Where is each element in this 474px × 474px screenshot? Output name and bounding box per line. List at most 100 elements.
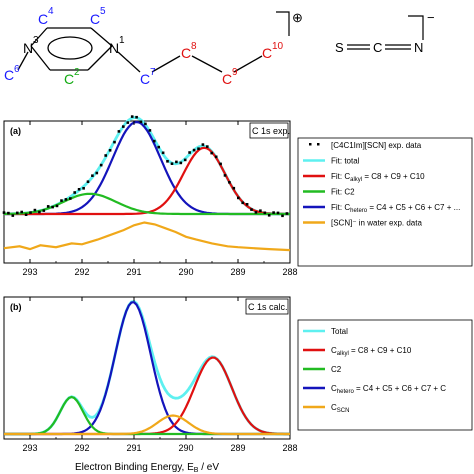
exp-data-point <box>130 115 134 118</box>
exp-data-point <box>73 191 76 194</box>
panel-b-label: (b) <box>10 302 22 312</box>
exp-data-point <box>42 209 46 212</box>
exp-data-point <box>95 171 99 175</box>
molecule-structure: C 4 C 5 N 3 N 1 C 2 C 6 C 7 C 8 <box>4 6 435 87</box>
svg-text:7: 7 <box>150 67 156 78</box>
x-tick-label: 291 <box>126 267 141 277</box>
panel-a-x-ticks: 293 292 291 290 289 288 <box>3 121 298 277</box>
series-line-cscn <box>4 414 290 436</box>
exp-data-point <box>11 214 15 217</box>
exp-data-point <box>60 199 63 202</box>
svg-text:N: N <box>109 40 119 56</box>
exp-data-point <box>228 181 231 184</box>
exp-data-point <box>7 211 10 215</box>
exp-data-point <box>197 147 200 150</box>
legend-label-alkyl: Fit: Calkyl = C8 + C9 + C10 <box>331 172 425 183</box>
x-tick-label: 293 <box>22 443 37 453</box>
x-tick-label: 291 <box>126 443 141 453</box>
exp-data-point <box>104 154 107 157</box>
exp-data-point <box>113 140 116 144</box>
exp-data-point <box>188 151 191 154</box>
svg-text:C: C <box>4 67 14 83</box>
exp-data-point <box>179 161 183 165</box>
svg-text:4: 4 <box>48 6 54 17</box>
atom-c5: C 5 <box>90 6 106 27</box>
exp-data-point <box>161 151 165 155</box>
svg-text:2: 2 <box>74 67 80 78</box>
imidazolium-ring <box>17 27 263 73</box>
exp-data-point <box>232 186 236 190</box>
svg-text:C: C <box>181 45 191 61</box>
svg-text:10: 10 <box>272 41 284 52</box>
x-tick-label: 290 <box>178 443 193 453</box>
anion-bracket <box>408 15 424 40</box>
exp-data-point <box>223 174 227 177</box>
svg-text:6: 6 <box>14 64 20 75</box>
series-line-water <box>3 221 291 252</box>
svg-text:C: C <box>90 11 100 27</box>
x-tick-label: 288 <box>282 443 297 453</box>
x-axis-label: Electron Binding Energy, EB / eV <box>75 462 219 474</box>
exp-data-point <box>285 212 289 215</box>
atom-c2: C 2 <box>64 67 80 87</box>
panel-b-x-ticks: 293 292 291 290 289 288 <box>3 297 298 453</box>
exp-data-point <box>51 205 54 209</box>
x-tick-label: 292 <box>74 443 89 453</box>
exp-data-point <box>46 205 50 208</box>
exp-data-point <box>20 210 23 214</box>
atom-c9: C 9 <box>222 67 238 87</box>
panel-a-curves <box>2 115 291 252</box>
x-tick-label: 289 <box>230 267 245 277</box>
exp-data-point <box>263 211 267 215</box>
panel-b-title: C 1s calc. <box>248 302 288 312</box>
exp-data-point <box>144 122 147 126</box>
legend-a: [C4C1Im][SCN] exp. data Fit: total Fit: Ca… <box>297 137 473 267</box>
x-tick-label: 290 <box>178 267 193 277</box>
atom-c8: C 8 <box>181 41 197 61</box>
exp-data-point <box>82 187 85 190</box>
x-tick-label: 289 <box>230 443 245 453</box>
atom-s: S <box>335 40 344 55</box>
exp-data-point <box>192 148 196 152</box>
exp-data-point <box>139 120 143 124</box>
exp-data-point <box>259 209 262 212</box>
exp-data-point <box>55 204 59 208</box>
legend-b: Total Calkyl = C8 + C9 + C10 C2 Chetero = C… <box>297 319 473 431</box>
panel-a-title-box <box>249 122 289 139</box>
exp-data-point <box>281 214 284 218</box>
exp-data-point <box>64 198 68 201</box>
exp-data-point <box>33 208 37 212</box>
cation-bracket <box>276 11 290 36</box>
anion-charge: − <box>427 10 435 25</box>
panel-b-title-box <box>245 298 289 315</box>
series-line-total <box>4 299 290 436</box>
exp-data-point <box>170 162 174 165</box>
exp-data-point <box>175 160 178 164</box>
svg-text:3: 3 <box>33 35 39 46</box>
legend-label-hetero: Fit: Chetero = C4 + C5 + C6 + C7 + ... <box>331 203 460 214</box>
svg-text:C: C <box>262 45 272 61</box>
exp-data-point <box>16 211 19 215</box>
atom-c7: C 7 <box>140 67 156 87</box>
atom-n1: N 1 <box>109 35 125 56</box>
legend-marker-exp-2 <box>317 143 320 146</box>
exp-data-point <box>69 197 72 200</box>
exp-data-point <box>201 143 205 146</box>
legend-label-scn: CSCN <box>331 403 349 414</box>
panel-a-label: (a) <box>10 126 21 136</box>
chart-panel-b: (b) C 1s calc. 293 292 291 290 289 288 <box>3 296 298 453</box>
exp-data-point <box>219 162 222 166</box>
exp-data-point <box>157 145 160 149</box>
legend-label-water: [SCN]⁻ in water exp. data <box>331 219 422 228</box>
svg-text:C: C <box>64 71 74 87</box>
atom-n3: N 3 <box>23 35 39 56</box>
thiocyanate-anion: S C N − <box>335 10 435 55</box>
exp-data-point <box>126 121 130 124</box>
exp-data-point <box>122 125 125 128</box>
exp-data-point <box>272 211 275 214</box>
exp-data-point <box>108 149 112 152</box>
svg-text:C: C <box>140 71 150 87</box>
exp-data-point <box>91 174 94 177</box>
exp-data-point <box>38 210 41 214</box>
